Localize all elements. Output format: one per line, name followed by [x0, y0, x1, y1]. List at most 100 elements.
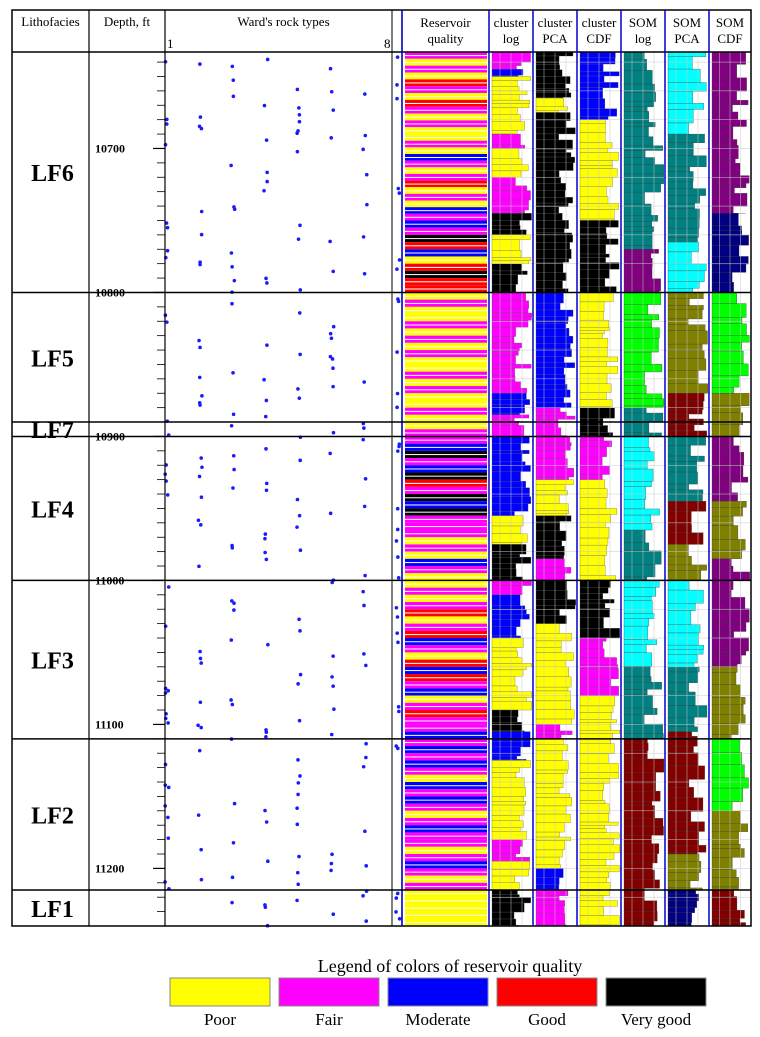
cpca-bar: [535, 419, 559, 428]
rock-type-dot: [296, 237, 301, 241]
slog-bar: [623, 666, 651, 677]
scdf-bar: [711, 831, 739, 845]
spca-bar: [667, 671, 698, 684]
spca-bar: [667, 122, 689, 135]
rock-type-dot: [165, 117, 169, 122]
rq-stripe: [405, 281, 487, 283]
cpca-bar: [535, 822, 565, 833]
rock-type-dot: [297, 617, 301, 622]
cpca-bar: [535, 690, 571, 702]
cpca-bar: [535, 540, 562, 547]
ccdf-bar: [579, 813, 609, 823]
slog-bar: [623, 398, 665, 407]
clog-bar: [491, 190, 531, 201]
ccdf-bar: [579, 186, 607, 197]
rock-type-dot: [331, 269, 336, 274]
ccdf-bar: [579, 657, 617, 665]
spca-bar: [667, 489, 704, 495]
rock-type-dot: [395, 615, 400, 619]
ccdf-bar: [579, 227, 607, 234]
wards-dots-layer: [163, 55, 402, 928]
ccdf-bar: [579, 244, 606, 255]
ccdf-bar: [579, 508, 618, 515]
cpca-bar: [535, 162, 574, 171]
rock-type-dot: [330, 580, 334, 585]
spca-bar: [667, 455, 705, 462]
ccdf-bar: [579, 705, 614, 713]
rq-stripe: [405, 439, 487, 441]
rock-type-dot: [197, 338, 201, 343]
spca-bar: [667, 241, 699, 253]
clog-bar: [491, 846, 521, 855]
clog-bar: [491, 815, 520, 821]
rock-type-dot: [263, 905, 268, 910]
rock-type-dot: [166, 585, 171, 589]
slog-bar: [623, 869, 655, 881]
spca-bar: [667, 133, 705, 143]
rock-type-dot: [364, 755, 368, 760]
clog-bar: [491, 515, 524, 527]
rq-stripe: [405, 598, 487, 600]
rq-stripe: [405, 900, 487, 902]
scdf-bar: [711, 697, 746, 705]
clog-bar: [491, 700, 532, 711]
rock-type-dot: [198, 649, 202, 654]
ccdf-bar: [579, 743, 615, 754]
rq-stripe: [405, 590, 487, 592]
scdf-bar: [711, 663, 738, 667]
clog-bar: [491, 465, 531, 472]
cpca-bar: [535, 92, 572, 98]
rq-stripe: [405, 792, 487, 794]
scdf-bar: [711, 323, 747, 336]
spca-bar: [667, 564, 707, 571]
scdf-bar: [711, 225, 742, 231]
ccdf-bar: [579, 790, 603, 801]
slog-bar: [623, 351, 652, 365]
rock-type-dot: [229, 251, 234, 255]
rock-type-dot: [328, 511, 333, 516]
cpca-bar: [535, 384, 568, 391]
rock-type-dot: [296, 682, 300, 686]
rock-type-dot: [297, 112, 302, 117]
rock-type-dot: [364, 919, 369, 923]
scdf-bar: [711, 608, 750, 623]
slog-bar: [623, 126, 649, 137]
clog-bar: [491, 461, 526, 466]
rock-type-dot: [295, 806, 299, 811]
slog-bar: [623, 436, 649, 448]
clog-bar: [491, 496, 532, 504]
slog-bar: [623, 499, 646, 510]
rq-stripe: [405, 871, 487, 873]
rock-type-dot: [363, 573, 367, 578]
rock-type-dot: [231, 453, 236, 458]
scdf-bar: [711, 672, 737, 686]
legend-swatch: [278, 977, 380, 1007]
rock-type-dot: [197, 375, 202, 380]
ccdf-bar: [579, 425, 608, 433]
rock-type-dot: [298, 548, 303, 552]
slog-bar: [623, 164, 664, 175]
rock-type-dot: [395, 55, 400, 59]
rq-stripe: [405, 727, 487, 729]
ccdf-bar: [579, 338, 609, 348]
slog-bar: [623, 226, 654, 232]
rock-type-dot: [298, 288, 303, 292]
rock-type-dot: [231, 94, 236, 99]
scdf-bar: [711, 193, 748, 207]
clog-bar: [491, 229, 527, 236]
rock-type-dot: [395, 267, 399, 271]
rock-type-dot: [199, 232, 204, 237]
rock-type-dot: [361, 147, 365, 152]
rq-stripe: [405, 533, 487, 535]
depth-tick-label: 10800: [95, 285, 125, 299]
cpca-bar: [535, 479, 574, 485]
rq-stripe: [405, 626, 487, 628]
rock-type-dot: [295, 822, 300, 827]
slog-bar: [623, 486, 646, 500]
ccdf-bar: [579, 859, 607, 866]
cpca-bar: [535, 738, 564, 745]
scdf-bar: [711, 889, 735, 897]
legend-swatch: [169, 977, 271, 1007]
spca-bar: [667, 324, 706, 331]
rq-stripe: [405, 418, 487, 420]
